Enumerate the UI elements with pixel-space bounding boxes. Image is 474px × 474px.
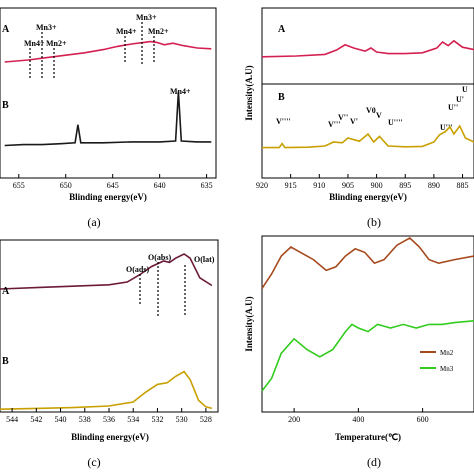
panel-b-tick-label-7: 885: [457, 181, 469, 190]
curve-label-a-A: A: [2, 24, 10, 35]
curve-label-a-B: B: [2, 100, 9, 111]
panel-c-ticks: 544 542 540 538 536 534 532 530 528: [6, 408, 212, 424]
panel-c-tick-label-1: 542: [30, 415, 42, 424]
panel-c-tick-label-6: 532: [151, 415, 163, 424]
panel-d-series-1: [261, 320, 474, 392]
annotation-b-8: U'': [448, 103, 458, 112]
panel-a-tick-label-2: 645: [107, 181, 119, 190]
panel-a-xlabel: Blinding energy(eV): [69, 192, 147, 202]
panel-d-plot: [261, 237, 474, 392]
annotation-a-3: Mn4+: [116, 27, 137, 36]
panel-c-tick-label-2: 540: [55, 415, 67, 424]
panel-c-tick-label-3: 538: [79, 415, 91, 424]
annotation-c-1: O(abs): [148, 253, 171, 262]
annotation-a-6: Mn4+: [170, 87, 191, 96]
panel-d-series-0: [261, 237, 474, 289]
panel-c-tick-label-7: 530: [176, 415, 188, 424]
panel-b-plot: [261, 39, 474, 149]
panel-a-frame: [0, 7, 217, 179]
annotation-a-2: Mn2+: [46, 39, 67, 48]
panel-a-caption: (a): [87, 215, 100, 229]
panel-b-tick-label-3: 905: [342, 181, 354, 190]
annotation-a-1: Mn3+: [36, 23, 57, 32]
annotation-b-2: V'': [338, 113, 348, 122]
panel-b-caption: (b): [367, 215, 381, 229]
curve-label-b-A: A: [278, 24, 286, 35]
panel-c-tick-label-0: 544: [6, 415, 18, 424]
panel-c-plot: [0, 253, 213, 410]
annotation-b-5: V: [376, 111, 382, 120]
panel-a-tick-label-1: 650: [60, 181, 72, 190]
panel-a-tick-label-3: 640: [154, 181, 166, 190]
panel-a-series-1: [4, 91, 212, 147]
panel-a-tick-label-4: 635: [201, 181, 213, 190]
annotation-b-3: V': [350, 117, 358, 126]
annotation-c-0: O(ads): [126, 265, 149, 274]
panel-b-tick-label-1: 915: [285, 181, 297, 190]
panel-a: 655 650 645 640 635 A B Mn4+ Mn3+ Mn2+ Mn4+ …: [0, 7, 217, 229]
panel-b-annotations: V'''' V''' V'' V' V0 V U'''' U''' U'' U'…: [276, 85, 468, 132]
panel-b-series-1: [262, 124, 474, 149]
panel-a-series-0: [4, 40, 212, 63]
panel-b-frame: [261, 7, 474, 179]
annotation-b-6: U'''': [388, 118, 403, 127]
panel-c-annotations: O(ads) O(abs) O(lat): [126, 253, 215, 316]
curve-label-c-B: B: [2, 356, 9, 367]
panel-b-tick-label-0: 920: [256, 181, 268, 190]
panel-d-tick-label-1: 400: [352, 415, 364, 424]
panel-b-tick-label-6: 890: [428, 181, 440, 190]
annotation-a-0: Mn4+: [24, 39, 45, 48]
panel-b-ticks: 920 915 910 905 900 895 890 885: [256, 174, 469, 190]
panel-c-tick-label-8: 528: [200, 415, 212, 424]
panel-b-tick-label-4: 900: [371, 181, 383, 190]
annotation-b-1: V''': [328, 120, 340, 129]
panel-c: 544 542 540 538 536 534 532 530 528 A B O(ads) O…: [0, 239, 219, 469]
legend-label-0: Mn2: [440, 349, 454, 357]
panel-d-caption: (d): [367, 455, 381, 469]
panel-c-series-1: [0, 370, 213, 410]
panel-a-ticks: 655 650 645 640 635: [13, 174, 213, 190]
legend-label-1: Mn3: [440, 365, 454, 373]
panel-c-caption: (c): [87, 455, 100, 469]
panel-d-tick-label-2: 600: [417, 415, 429, 424]
annotation-b-7: U''': [440, 123, 452, 132]
panel-a-plot: [4, 40, 212, 147]
annotation-b-4: V0: [366, 106, 376, 115]
panel-d-ylabel: Intensity(A.U): [244, 296, 254, 351]
panel-c-series-0: [0, 253, 213, 290]
annotation-a-5: Mn2+: [148, 27, 169, 36]
panel-d-legend: Mn2 Mn3: [420, 349, 454, 373]
panel-b-xlabel: Blinding energy(eV): [329, 192, 407, 202]
panel-a-tick-label-0: 655: [13, 181, 25, 190]
panel-b: 920 915 910 905 900 895 890 885 A B V'''' V''' …: [244, 7, 474, 229]
panel-a-annotations: Mn4+ Mn3+ Mn2+ Mn4+ Mn3+ Mn2+ Mn4+: [24, 13, 191, 96]
annotation-a-4: Mn3+: [136, 13, 157, 22]
curve-label-b-B: B: [278, 92, 285, 103]
panel-d-xlabel: Temperature(℃): [335, 432, 401, 442]
panel-d-tick-label-0: 200: [288, 415, 300, 424]
annotation-b-0: V'''': [276, 117, 291, 126]
panel-c-tick-label-5: 534: [127, 415, 139, 424]
panel-b-tick-label-2: 910: [313, 181, 325, 190]
panel-d: 200 400 600 Mn2 Mn3 Temperature(℃) Intensi…: [244, 235, 474, 469]
annotation-c-2: O(lat): [194, 255, 215, 264]
annotation-b-10: U: [462, 85, 468, 94]
annotation-b-9: U': [456, 95, 464, 104]
panel-b-tick-label-5: 895: [399, 181, 411, 190]
panel-d-frame: [261, 235, 474, 413]
panel-d-ticks: 200 400 600: [288, 408, 429, 424]
panel-b-ylabel: Intensity(A.U): [244, 65, 254, 120]
panel-c-tick-label-4: 536: [103, 415, 115, 424]
panel-b-series-0: [261, 39, 474, 58]
panel-c-xlabel: Blinding energy(eV): [71, 432, 149, 442]
curve-label-c-A: A: [2, 286, 10, 297]
